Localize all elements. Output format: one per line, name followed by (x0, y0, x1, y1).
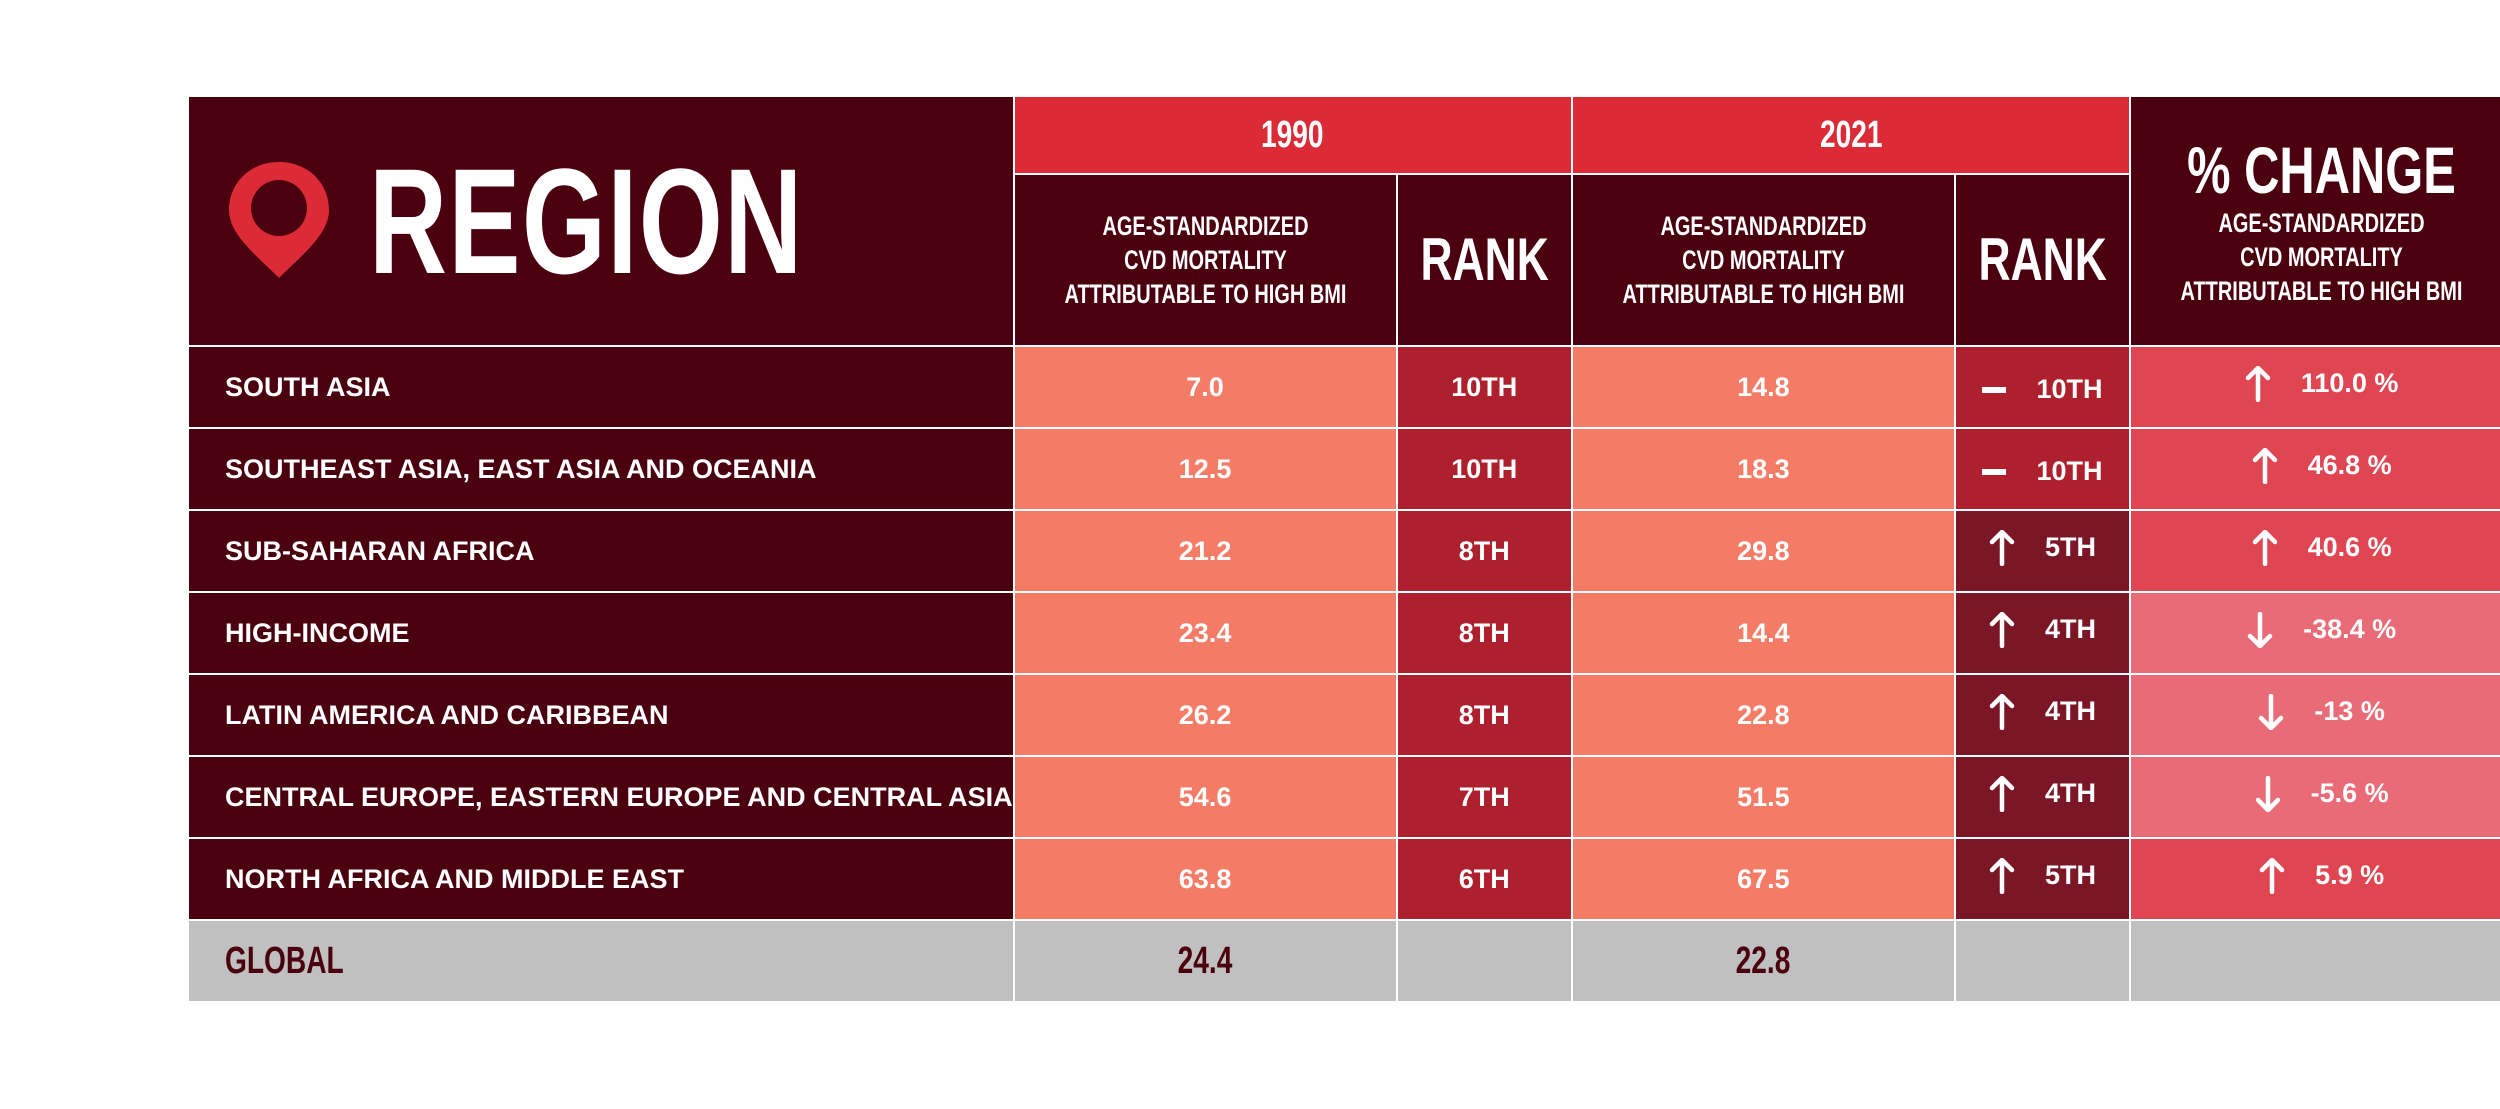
map-pin-icon (225, 158, 333, 285)
value-2021: 67.5 (1570, 837, 1956, 921)
no-change-icon (1982, 386, 2007, 393)
year-1990-header: 1990 (1012, 95, 1573, 175)
region-label: NORTH AFRICA AND MIDDLE EAST (187, 837, 1015, 921)
table-row: NORTH AFRICA AND MIDDLE EAST 63.8 6TH 67.5 5… (187, 837, 2500, 921)
arrow-up-icon (1989, 529, 2015, 566)
arrow-down-icon (2255, 775, 2281, 812)
percent-change: 5.9 % (2129, 837, 2500, 921)
table-row: LATIN AMERICA AND CARIBBEAN 26.2 8TH 22.8 4T… (187, 673, 2500, 757)
region-label: HIGH-INCOME (187, 591, 1015, 675)
region-label: SOUTH ASIA (187, 345, 1015, 429)
region-label: SUB-SAHARAN AFRICA (187, 509, 1015, 593)
rank-2021: 5TH (1953, 509, 2132, 593)
percent-change: -13 % (2129, 673, 2500, 757)
arrow-up-icon (2245, 365, 2271, 402)
value-2021: 29.8 (1570, 509, 1956, 593)
rank-2021: 10TH (1953, 427, 2132, 511)
value-1990: 7.0 (1012, 345, 1398, 429)
global-value-1990: 24.4 (1012, 919, 1398, 1003)
rank-2021: 10TH (1953, 345, 2132, 429)
arrow-up-icon (2252, 447, 2278, 484)
value-1990: 26.2 (1012, 673, 1398, 757)
rank-1990: 6TH (1395, 837, 1573, 921)
metric-2021-header: AGE-STANDARDIZED CVD MORTALITY ATTRIBUTABL… (1570, 173, 1956, 347)
rank-1990: 10TH (1395, 427, 1573, 511)
value-1990: 12.5 (1012, 427, 1398, 511)
change-metric-line3: ATTRIBUTABLE TO HIGH BMI (2180, 276, 2463, 306)
change-metric-line2: CVD MORTALITY (2240, 242, 2404, 272)
percent-change-title: % CHANGE (2187, 133, 2456, 207)
table-row: HIGH-INCOME 23.4 8TH 14.4 4TH -38.4 % (187, 591, 2500, 675)
global-change (2129, 919, 2500, 1003)
rank-2021: 4TH (1953, 673, 2132, 757)
percent-change: -38.4 % (2129, 591, 2500, 675)
rank-2021: 4TH (1953, 755, 2132, 839)
arrow-down-icon (2247, 611, 2273, 648)
global-value-2021: 22.8 (1570, 919, 1956, 1003)
arrow-up-icon (1989, 775, 2015, 812)
value-1990: 54.6 (1012, 755, 1398, 839)
no-change-icon (1982, 468, 2007, 475)
rank-2021: 4TH (1953, 591, 2132, 675)
arrow-up-icon (2252, 529, 2278, 566)
global-rank-2021 (1953, 919, 2132, 1003)
value-2021: 14.4 (1570, 591, 1956, 675)
arrow-up-icon (1989, 693, 2015, 730)
metric-1990-header: AGE-STANDARDIZED CVD MORTALITY ATTRIBUTABL… (1012, 173, 1398, 347)
value-2021: 14.8 (1570, 345, 1956, 429)
region-label: CENTRAL EUROPE, EASTERN EUROPE AND CENTR… (187, 755, 1015, 839)
global-rank-1990 (1395, 919, 1573, 1003)
region-label: SOUTHEAST ASIA, EAST ASIA AND OCEANIA (187, 427, 1015, 511)
rank-2021: 5TH (1953, 837, 2132, 921)
rank-1990-header: RANK (1395, 173, 1573, 347)
rank-1990: 8TH (1395, 509, 1573, 593)
region-mortality-table: REGION 1990 2021 % CHANGE AGE-STANDARDIZ… (187, 95, 2500, 1003)
region-title: REGION (369, 136, 804, 305)
arrow-up-icon (2259, 857, 2285, 894)
rank-2021-header: RANK (1953, 173, 2132, 347)
percent-change: -5.6 % (2129, 755, 2500, 839)
value-2021: 18.3 (1570, 427, 1956, 511)
table-row: CENTRAL EUROPE, EASTERN EUROPE AND CENTR… (187, 755, 2500, 839)
rank-1990: 8TH (1395, 591, 1573, 675)
percent-change-header: % CHANGE AGE-STANDARDIZED CVD MORTALITY … (2129, 95, 2500, 347)
value-1990: 23.4 (1012, 591, 1398, 675)
arrow-down-icon (2258, 693, 2284, 730)
value-2021: 51.5 (1570, 755, 1956, 839)
table-row: SOUTH ASIA 7.0 10TH 14.8 10TH 110.0 % (187, 345, 2500, 429)
region-label: LATIN AMERICA AND CARIBBEAN (187, 673, 1015, 757)
arrow-up-icon (1989, 611, 2015, 648)
table-row: SOUTHEAST ASIA, EAST ASIA AND OCEANIA 12.… (187, 427, 2500, 511)
rank-1990: 7TH (1395, 755, 1573, 839)
rank-1990: 10TH (1395, 345, 1573, 429)
percent-change: 110.0 % (2129, 345, 2500, 429)
percent-change: 40.6 % (2129, 509, 2500, 593)
global-label: GLOBAL (187, 919, 1015, 1003)
percent-change: 46.8 % (2129, 427, 2500, 511)
year-2021-header: 2021 (1570, 95, 2132, 175)
region-header-cell: REGION (187, 95, 1015, 347)
rank-1990: 8TH (1395, 673, 1573, 757)
value-1990: 21.2 (1012, 509, 1398, 593)
value-2021: 22.8 (1570, 673, 1956, 757)
arrow-up-icon (1989, 857, 2015, 894)
change-metric-line1: AGE-STANDARDIZED (2218, 208, 2425, 238)
value-1990: 63.8 (1012, 837, 1398, 921)
table-row: SUB-SAHARAN AFRICA 21.2 8TH 29.8 5TH 40.6 % (187, 509, 2500, 593)
